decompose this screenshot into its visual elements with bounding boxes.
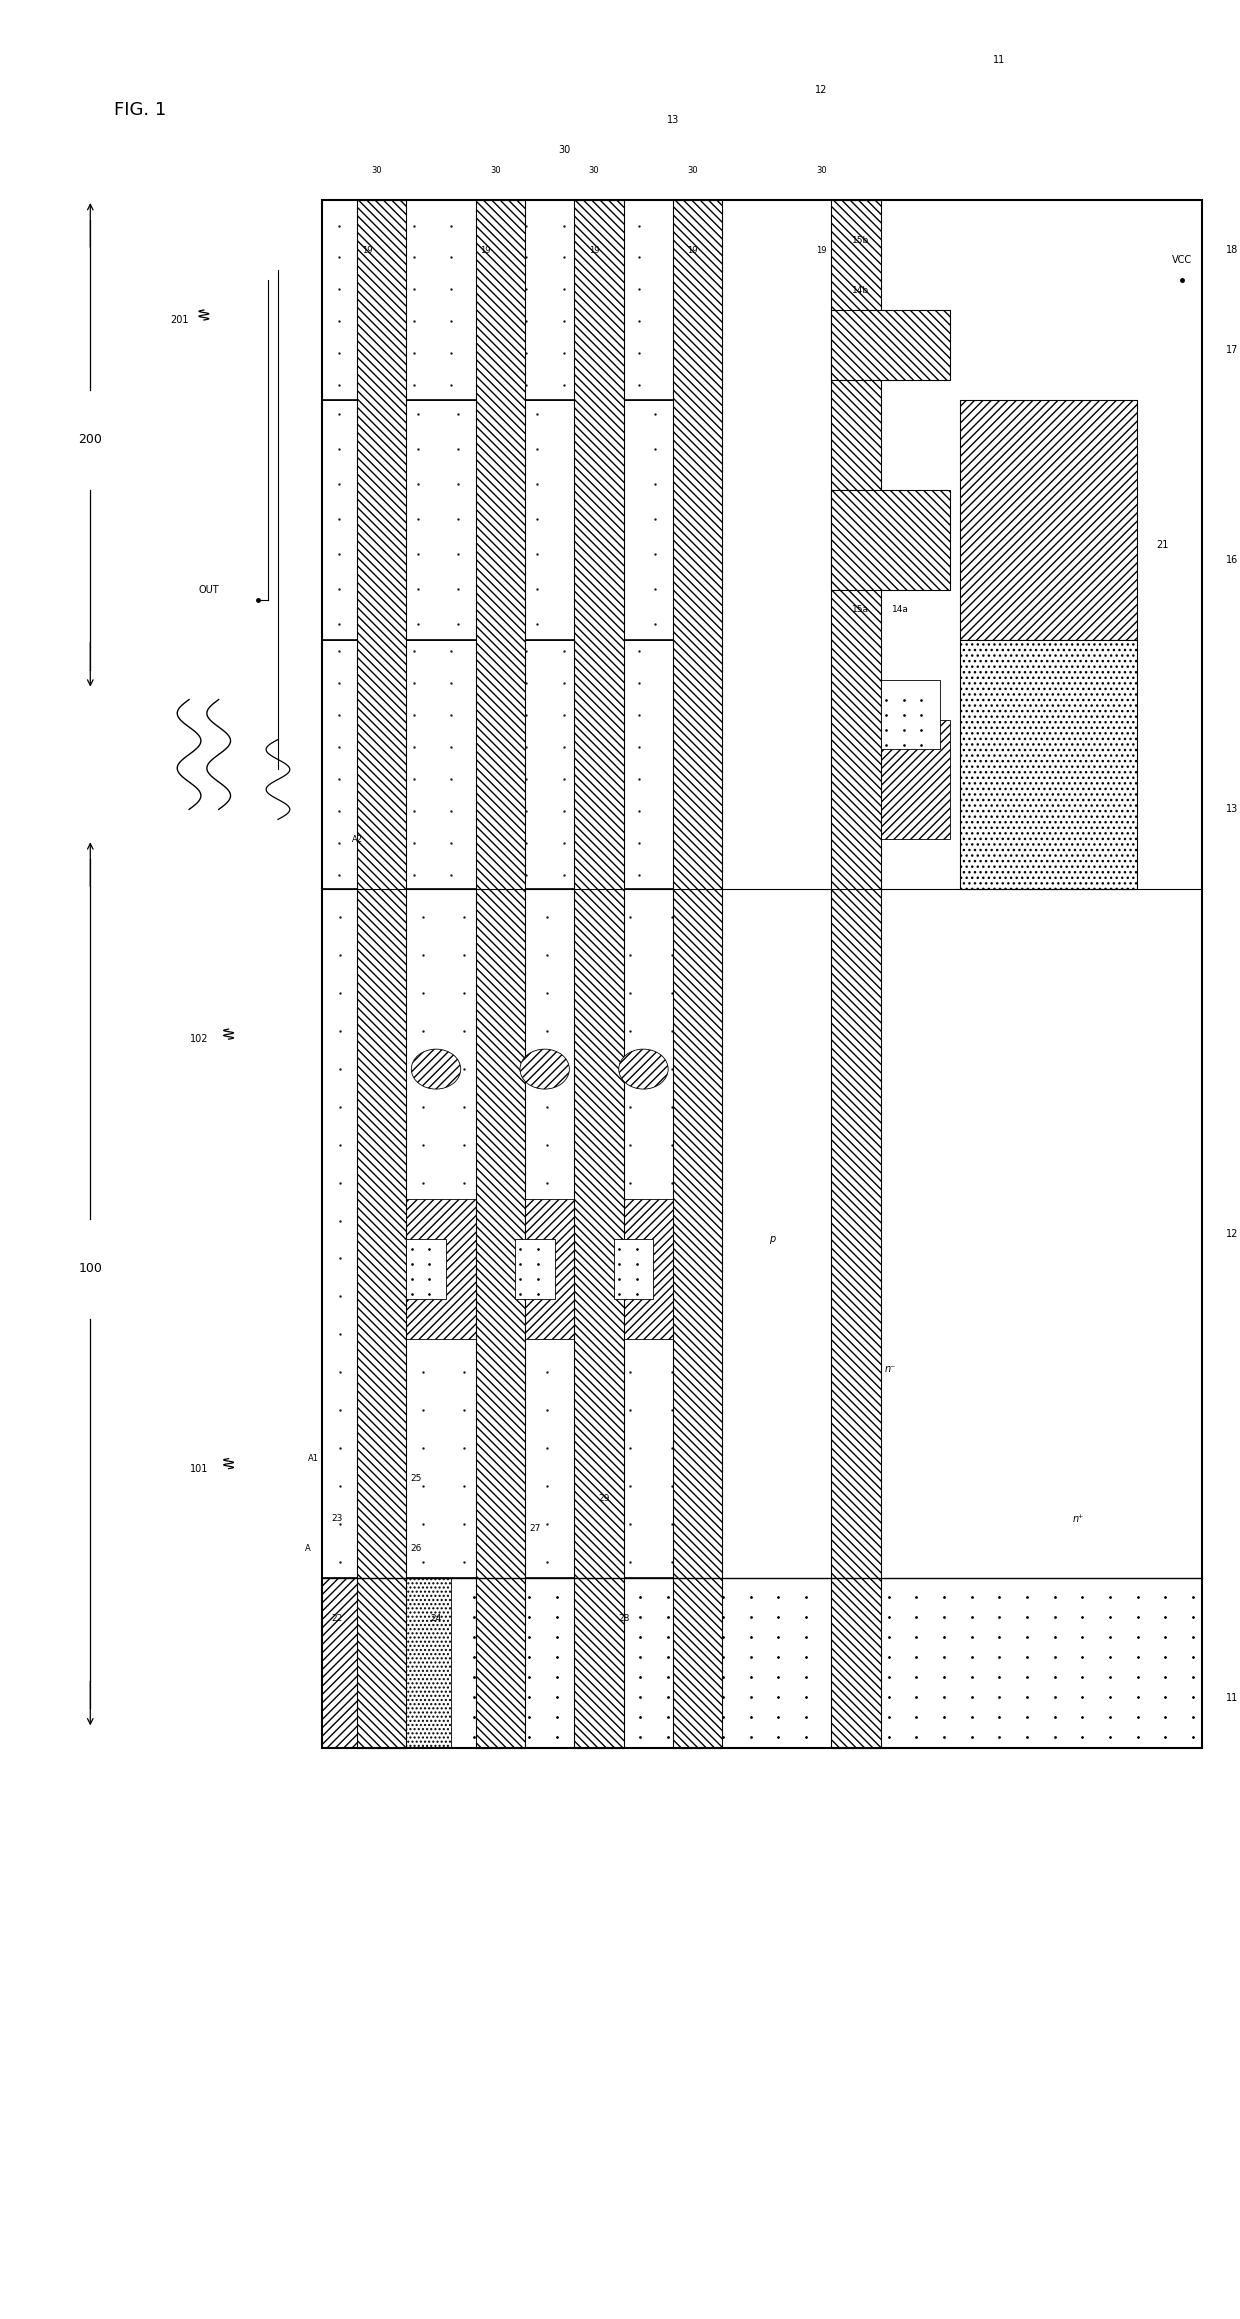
- Bar: [713, 199, 1202, 1579]
- Text: 14b: 14b: [852, 285, 869, 295]
- Text: 30: 30: [558, 146, 570, 155]
- Text: OUT: OUT: [198, 584, 219, 594]
- Ellipse shape: [619, 1048, 668, 1090]
- Text: 101: 101: [190, 1463, 208, 1473]
- Bar: [673, 199, 723, 1749]
- Text: 100: 100: [78, 1262, 102, 1275]
- Bar: [614, 1238, 653, 1299]
- Text: 27: 27: [529, 1524, 541, 1533]
- Text: 29: 29: [598, 1493, 610, 1503]
- Bar: [609, 1199, 688, 1338]
- Text: 200: 200: [78, 434, 102, 445]
- Text: 30: 30: [490, 165, 501, 174]
- Bar: [831, 199, 880, 1749]
- Text: 26: 26: [410, 1544, 422, 1554]
- Text: FIG. 1: FIG. 1: [114, 102, 166, 118]
- Text: n⁻: n⁻: [885, 1364, 897, 1373]
- Text: 30: 30: [589, 165, 599, 174]
- Text: 30: 30: [372, 165, 382, 174]
- Text: p: p: [769, 1234, 775, 1243]
- Text: 25: 25: [410, 1475, 422, 1484]
- Text: 19: 19: [816, 246, 827, 255]
- Text: 13: 13: [667, 116, 680, 125]
- Bar: [322, 1579, 1202, 1749]
- Text: 201: 201: [170, 315, 188, 325]
- Bar: [322, 399, 1202, 640]
- Text: VCC: VCC: [1172, 255, 1192, 264]
- Bar: [880, 679, 940, 749]
- Text: 21: 21: [1156, 540, 1168, 550]
- Bar: [475, 199, 525, 1749]
- Text: 12: 12: [1226, 1229, 1239, 1238]
- Bar: [322, 1579, 372, 1749]
- Bar: [831, 311, 950, 380]
- Bar: [402, 1199, 480, 1338]
- Bar: [322, 199, 1202, 1749]
- Bar: [322, 888, 1202, 1579]
- Bar: [831, 489, 950, 589]
- Text: 17: 17: [1226, 346, 1239, 355]
- Text: 30: 30: [816, 165, 827, 174]
- Text: 28: 28: [618, 1614, 630, 1623]
- Bar: [510, 1199, 589, 1338]
- Bar: [960, 640, 1137, 888]
- Text: 19: 19: [589, 246, 599, 255]
- Ellipse shape: [412, 1048, 461, 1090]
- Bar: [372, 1579, 451, 1749]
- Text: 14a: 14a: [892, 605, 909, 615]
- Text: A: A: [305, 1544, 310, 1554]
- Text: 23: 23: [331, 1514, 343, 1524]
- Bar: [880, 719, 950, 839]
- Bar: [322, 199, 1202, 399]
- Text: 15b: 15b: [852, 237, 869, 243]
- Text: 13: 13: [1226, 805, 1239, 814]
- Text: 102: 102: [190, 1034, 208, 1044]
- Text: A1: A1: [308, 1454, 319, 1463]
- Text: 16: 16: [1226, 554, 1239, 566]
- Bar: [322, 640, 1202, 888]
- Bar: [960, 399, 1137, 640]
- Text: 11: 11: [1226, 1693, 1239, 1704]
- Text: 24: 24: [430, 1614, 441, 1623]
- Text: n⁺: n⁺: [1073, 1514, 1084, 1524]
- Bar: [407, 1238, 446, 1299]
- Text: 18: 18: [1226, 246, 1239, 255]
- Text: 19: 19: [688, 246, 698, 255]
- Bar: [515, 1238, 554, 1299]
- Text: A2: A2: [351, 835, 362, 844]
- Ellipse shape: [520, 1048, 569, 1090]
- Bar: [357, 199, 407, 1749]
- Text: 12: 12: [815, 86, 827, 95]
- Text: 30: 30: [687, 165, 698, 174]
- Text: 11: 11: [993, 56, 1006, 65]
- Text: 22: 22: [331, 1614, 342, 1623]
- Text: 19: 19: [362, 246, 372, 255]
- Bar: [574, 199, 624, 1749]
- Text: 15a: 15a: [852, 605, 869, 615]
- Text: 19: 19: [480, 246, 491, 255]
